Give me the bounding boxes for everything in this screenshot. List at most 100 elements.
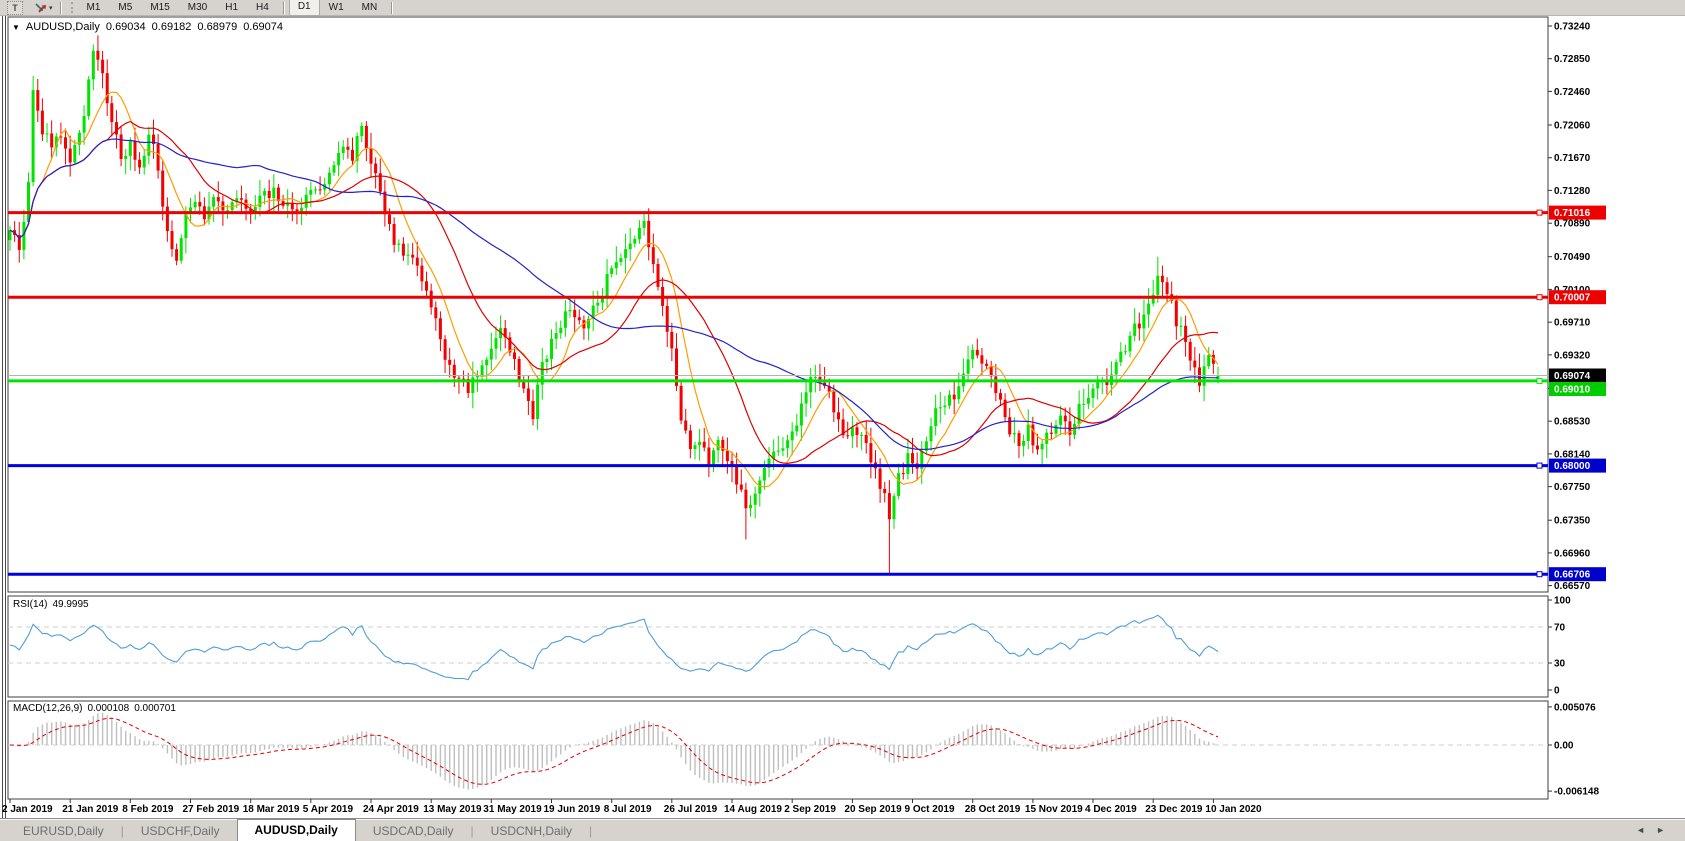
svg-text:70: 70 bbox=[1554, 623, 1566, 634]
svg-text:0.005076: 0.005076 bbox=[1554, 702, 1596, 713]
price-level-axis-label bbox=[1549, 368, 1606, 383]
text-label-tool-button[interactable]: T bbox=[7, 0, 23, 15]
quote-high: 0.69182 bbox=[151, 21, 192, 33]
timeframe-button-m15[interactable]: M15 bbox=[150, 2, 170, 13]
chart-tab-usdchf[interactable]: USDCHF,Daily bbox=[140, 824, 220, 838]
svg-text:21 Jan 2019: 21 Jan 2019 bbox=[62, 804, 119, 815]
chart-tab-eurusd[interactable]: EURUSD,Daily bbox=[23, 824, 104, 838]
svg-text:10 Jan 2020: 10 Jan 2020 bbox=[1205, 804, 1262, 815]
chart-tab-usdcad[interactable]: USDCAD,Daily bbox=[372, 824, 454, 838]
timeframe-button-w1[interactable]: W1 bbox=[328, 2, 344, 13]
ma-line-50[interactable] bbox=[9, 138, 1219, 451]
rsi-name: RSI(14) bbox=[13, 599, 48, 610]
svg-text:0.68140: 0.68140 bbox=[1554, 449, 1591, 460]
arrows-tool-icon bbox=[35, 2, 46, 13]
svg-text:24 Apr 2019: 24 Apr 2019 bbox=[363, 804, 419, 815]
svg-text:0.68000: 0.68000 bbox=[1554, 461, 1591, 472]
date-axis[interactable]: 2 Jan 2019 21 Jan 2019 8 Feb 2019 27 Feb 20… bbox=[2, 799, 1262, 815]
timeframe-button-mn[interactable]: MN bbox=[361, 2, 378, 13]
svg-text:8 Feb 2019: 8 Feb 2019 bbox=[122, 804, 174, 815]
tab-separator: | bbox=[120, 824, 124, 838]
svg-text:9 Oct 2019: 9 Oct 2019 bbox=[905, 804, 955, 815]
macd-signal-line bbox=[9, 717, 1219, 785]
svg-text:0.69320: 0.69320 bbox=[1554, 350, 1591, 361]
price-level-axis-label bbox=[1549, 290, 1606, 305]
tab-separator: | bbox=[470, 824, 474, 838]
rsi-indicator-label: RSI(14) 49.9995 bbox=[13, 599, 89, 610]
timeframe-button-h4[interactable]: H4 bbox=[256, 2, 269, 13]
line-handle[interactable] bbox=[1536, 209, 1543, 216]
svg-text:-0.006148: -0.006148 bbox=[1554, 787, 1599, 798]
svg-text:0.68530: 0.68530 bbox=[1554, 417, 1591, 428]
svg-text:0.66706: 0.66706 bbox=[1554, 570, 1591, 581]
svg-text:2 Sep 2019: 2 Sep 2019 bbox=[784, 804, 836, 815]
toolbar: T ▾ M1 M5 M15 M30 H1 H4 D1 W1 MN bbox=[0, 0, 1685, 16]
macd-signal-value: 0.000701 bbox=[134, 703, 176, 714]
svg-text:0.66960: 0.66960 bbox=[1554, 548, 1591, 559]
svg-text:100: 100 bbox=[1554, 596, 1571, 607]
chart-tabs: EURUSD,Daily | USDCHF,Daily AUDUSD,Daily USD… bbox=[6, 819, 592, 841]
svg-text:0.69010: 0.69010 bbox=[1554, 385, 1591, 396]
svg-text:0.69710: 0.69710 bbox=[1554, 318, 1591, 329]
price-axis[interactable]: 0.73240 0.72850 0.72460 0.72060 0.71670 0.712… bbox=[1548, 22, 1606, 593]
svg-text:23 Dec 2019: 23 Dec 2019 bbox=[1145, 804, 1203, 815]
price-level-axis-label bbox=[1549, 382, 1606, 396]
candles-layer bbox=[8, 35, 1220, 574]
macd-indicator-label: MACD(12,26,9) 0.000108 0.000701 bbox=[13, 703, 176, 714]
svg-text:15 Nov 2019: 15 Nov 2019 bbox=[1025, 804, 1083, 815]
chart-tab-usdcnh[interactable]: USDCNH,Daily bbox=[490, 824, 573, 838]
svg-text:30: 30 bbox=[1554, 659, 1566, 670]
svg-text:0.71280: 0.71280 bbox=[1554, 186, 1591, 197]
toolbar-separator bbox=[282, 1, 284, 14]
timeframe-button-m5[interactable]: M5 bbox=[118, 2, 133, 13]
quote-open: 0.69034 bbox=[105, 21, 146, 33]
toolbar-separator bbox=[59, 1, 61, 14]
timeframe-button-group: M1 M5 M15 M30 H1 H4 D1 W1 MN bbox=[78, 0, 398, 16]
line-handle[interactable] bbox=[1536, 571, 1543, 578]
svg-text:28 Oct 2019: 28 Oct 2019 bbox=[965, 804, 1021, 815]
arrows-tool-button[interactable]: ▾ bbox=[33, 1, 53, 15]
svg-text:0.72060: 0.72060 bbox=[1554, 121, 1591, 132]
tab-scroll-right-icon[interactable]: ► bbox=[1656, 825, 1665, 835]
timeframe-button-m30[interactable]: M30 bbox=[187, 2, 208, 13]
arrows-tool-caret-icon: ▾ bbox=[49, 4, 53, 12]
svg-text:0.67350: 0.67350 bbox=[1554, 516, 1591, 527]
line-handle[interactable] bbox=[1536, 294, 1543, 301]
toolbar-separator bbox=[391, 1, 393, 14]
svg-text:26 Jul 2019: 26 Jul 2019 bbox=[664, 804, 718, 815]
rsi-value: 49.9995 bbox=[52, 599, 89, 610]
chart-header: ▼ AUDUSD,Daily 0.69034 0.69182 0.68979 0… bbox=[12, 21, 283, 33]
macd-panel: 0.005076 0.00 -0.006148 bbox=[8, 702, 1599, 798]
svg-text:31 May 2019: 31 May 2019 bbox=[483, 804, 542, 815]
line-handle[interactable] bbox=[1536, 462, 1543, 469]
timeframe-button-m1[interactable]: M1 bbox=[86, 2, 101, 13]
svg-text:0.70490: 0.70490 bbox=[1554, 252, 1591, 263]
ma-line-22[interactable] bbox=[9, 120, 1219, 465]
horizontal-lines-layer bbox=[8, 209, 1548, 578]
svg-text:8 Jul 2019: 8 Jul 2019 bbox=[604, 804, 652, 815]
timeframe-button-h1[interactable]: H1 bbox=[225, 2, 239, 13]
price-level-axis-label bbox=[1549, 205, 1606, 220]
toolbar-grip[interactable] bbox=[70, 2, 73, 13]
tab-scroll-left-icon[interactable]: ◄ bbox=[1636, 825, 1645, 835]
macd-name: MACD(12,26,9) bbox=[13, 703, 83, 714]
chart-tab-bar: EURUSD,Daily | USDCHF,Daily AUDUSD,Daily USD… bbox=[0, 818, 1685, 841]
text-label-tool-icon: T bbox=[12, 2, 18, 13]
rsi-panel: 100 70 30 0 bbox=[8, 596, 1571, 697]
svg-text:0.72850: 0.72850 bbox=[1554, 54, 1591, 65]
svg-text:0.71016: 0.71016 bbox=[1554, 208, 1591, 219]
rsi-line bbox=[9, 614, 1219, 681]
svg-text:0.67750: 0.67750 bbox=[1554, 482, 1591, 493]
svg-text:19 Jun 2019: 19 Jun 2019 bbox=[544, 804, 601, 815]
svg-text:0.71670: 0.71670 bbox=[1554, 153, 1591, 164]
svg-text:27 Feb 2019: 27 Feb 2019 bbox=[183, 804, 240, 815]
chart-collapse-icon[interactable]: ▼ bbox=[12, 22, 20, 32]
svg-text:18 Mar 2019: 18 Mar 2019 bbox=[243, 804, 300, 815]
svg-text:14 Aug 2019: 14 Aug 2019 bbox=[724, 804, 782, 815]
timeframe-button-d1[interactable]: D1 bbox=[288, 0, 320, 16]
svg-text:0.70007: 0.70007 bbox=[1554, 293, 1591, 304]
line-handle[interactable] bbox=[1536, 377, 1543, 384]
chart-symbol-title: AUDUSD,Daily bbox=[25, 21, 100, 33]
chart-tab-audusd[interactable]: AUDUSD,Daily bbox=[236, 819, 356, 841]
